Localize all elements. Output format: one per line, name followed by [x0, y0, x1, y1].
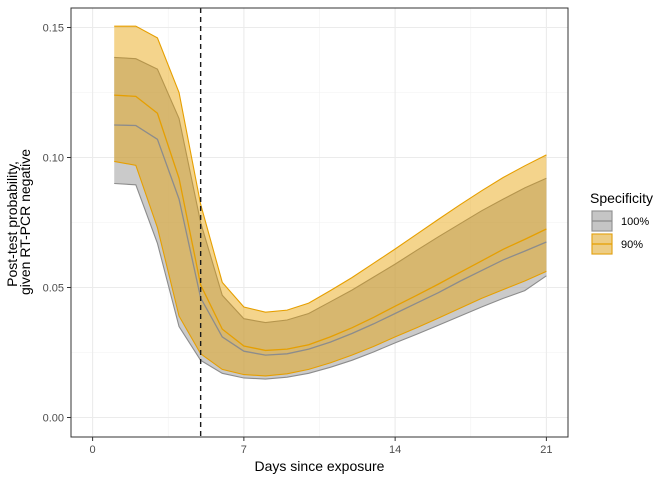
- legend: Specificity 100% 90%: [590, 190, 653, 255]
- legend-label: 100%: [621, 216, 649, 228]
- x-tick-label: 14: [389, 444, 401, 456]
- y-axis-title-line-1: Post-test probability,: [4, 161, 20, 287]
- ribbon-lower-edge: [114, 160, 547, 377]
- x-tick-label: 0: [90, 444, 96, 456]
- x-tick-label: 7: [241, 444, 247, 456]
- y-axis-title: Post-test probability, given RT-PCR nega…: [4, 149, 33, 295]
- y-tick-label: 0.15: [43, 23, 64, 35]
- legend-title: Specificity: [590, 190, 653, 206]
- ribbons: [114, 25, 547, 380]
- y-tick-label: 0.10: [43, 153, 64, 165]
- y-axis: 0.00 0.05 0.10 0.15: [43, 23, 71, 425]
- x-axis-title: Days since exposure: [255, 458, 385, 474]
- y-axis-title-line-2: given RT-PCR negative: [17, 149, 33, 295]
- median-line-specificity-90: [114, 94, 547, 352]
- ribbon-specificity-100: [114, 57, 547, 380]
- median-line-specificity-100: [114, 124, 547, 356]
- legend-items: 100% 90%: [591, 210, 649, 255]
- ribbon-upper-edge: [114, 25, 547, 313]
- y-tick-label: 0.05: [43, 283, 64, 295]
- ribbon-upper-edge: [114, 56, 547, 324]
- ribbon-specificity-90: [114, 26, 547, 376]
- ribbon-lower-edge: [114, 182, 547, 380]
- x-axis: 0 7 14 21: [90, 437, 553, 456]
- median-lines: [114, 94, 547, 356]
- y-tick-label: 0.00: [43, 413, 64, 425]
- legend-label: 90%: [621, 239, 643, 251]
- plot-border: [70, 7, 569, 438]
- x-tick-label: 21: [540, 444, 552, 456]
